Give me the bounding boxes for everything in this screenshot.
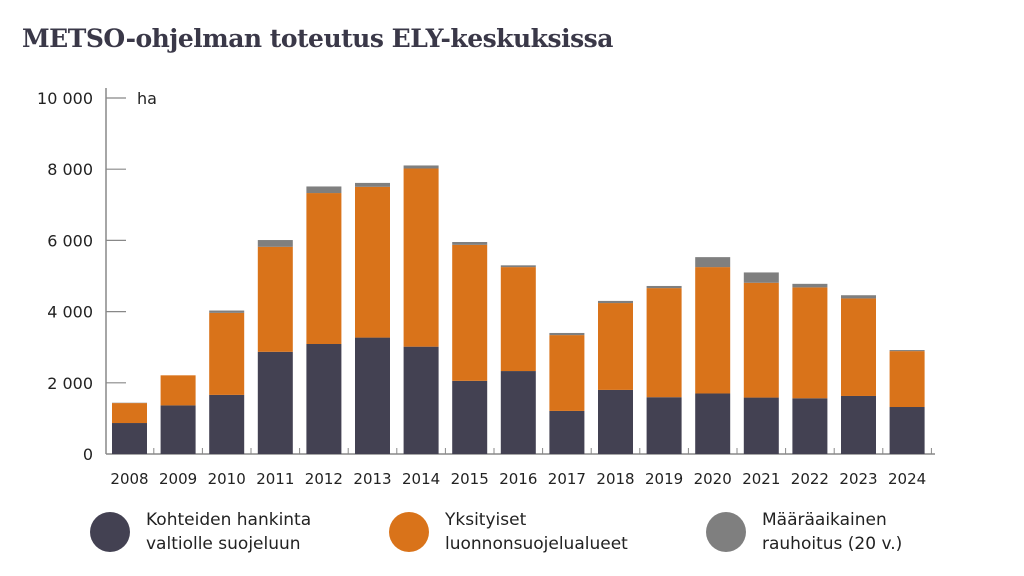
legend-swatch [706,512,746,552]
bar-segment-2013-s2 [355,182,390,187]
x-tick-label: 2023 [839,470,877,488]
bar-segment-2021-s0 [743,397,779,454]
legend-label: Määräaikainen [762,510,887,530]
bar-segment-2024-s1 [889,351,925,408]
bar-segment-2011-s0 [257,351,293,454]
bar-segment-2013-s1 [355,186,390,338]
x-tick-label: 2018 [596,470,634,488]
bar-segment-2024-s0 [889,407,925,454]
bar-segment-2009-s1 [160,375,196,406]
bar-segment-2016-s1 [500,267,536,372]
x-tick-label: 2024 [888,470,926,488]
bar-segment-2015-s0 [452,380,488,454]
y-tick-label: 6 000 [47,231,93,250]
bar-segment-2017-s2 [549,332,585,336]
bar-segment-2008-s1 [112,403,147,424]
legend-label: Yksityiset [445,510,527,530]
y-tick-label: 4 000 [47,303,93,322]
bar-segment-2010-s0 [209,394,245,454]
legend-label: luonnonsuojelualueet [445,534,628,554]
legend-label: rauhoitus (20 v.) [762,534,903,554]
bar-segment-2021-s1 [743,282,779,398]
x-tick-label: 2022 [791,470,829,488]
x-tick-label: 2017 [548,470,586,488]
y-tick-label: 0 [83,445,93,464]
bar-segment-2019-s2 [646,285,682,289]
bar-segment-2023-s0 [841,395,876,454]
bar-segment-2011-s1 [257,246,293,352]
x-tick-label: 2014 [402,470,440,488]
bar-segment-2024-s2 [889,350,925,352]
x-tick-label: 2015 [451,470,489,488]
bar-segment-2019-s1 [646,288,682,398]
bar-segment-2016-s2 [500,265,536,268]
x-tick-label: 2013 [353,470,391,488]
x-tick-label: 2011 [256,470,294,488]
bar-segment-2022-s2 [792,283,828,288]
y-tick-label: 10 000 [37,89,93,108]
bar-segment-2018-s0 [598,389,633,454]
x-tick-label: 2019 [645,470,683,488]
bar-segment-2014-s0 [403,346,439,454]
bar-segment-2021-s2 [743,272,779,283]
bar-segment-2015-s1 [452,244,488,381]
x-tick-label: 2020 [694,470,732,488]
bar-segment-2009-s0 [160,405,196,454]
bar-segment-2016-s0 [500,371,536,454]
legend-label: Kohteiden hankinta [146,510,312,530]
bar-segment-2019-s0 [646,397,682,454]
legend-label: valtiolle suojeluun [146,534,301,554]
bar-segment-2008-s0 [112,423,147,454]
bar-segment-2014-s2 [403,165,439,169]
bar-segment-2020-s1 [695,267,731,394]
x-tick-label: 2008 [110,470,148,488]
bar-segment-2012-s1 [306,193,342,344]
x-tick-label: 2016 [499,470,537,488]
bar-segment-2018-s2 [598,300,633,304]
y-tick-label: 2 000 [47,374,93,393]
bar-segment-2018-s1 [598,303,633,390]
bar-segment-2022-s0 [792,398,828,454]
bar-segment-2022-s1 [792,287,828,399]
bar-segment-2010-s2 [209,310,245,313]
bar-segment-2015-s2 [452,242,488,245]
x-tick-label: 2012 [305,470,343,488]
bar-segment-2023-s2 [841,295,876,299]
bar-segment-2023-s1 [841,298,876,396]
legend-item-hankinta: Kohteiden hankinta valtiolle suojeluun [90,508,311,556]
chart-title: METSO-ohjelman toteutus ELY-keskuksissa [22,24,613,53]
x-tick-label: 2009 [159,470,197,488]
legend-swatch [389,512,429,552]
bar-segment-2012-s0 [306,343,342,454]
y-tick-label: 8 000 [47,160,93,179]
bar-segment-2020-s0 [695,393,731,454]
bar-segment-2020-s2 [695,257,731,268]
bar-segment-2014-s1 [403,168,439,347]
bar-segment-2017-s1 [549,335,585,411]
bar-segment-2017-s0 [549,410,585,454]
x-tick-label: 2021 [742,470,780,488]
bar-segment-2011-s2 [257,240,293,247]
legend-item-maaraaikainen: Määräaikainen rauhoitus (20 v.) [706,508,902,556]
legend-item-yksityiset: Yksityiset luonnonsuojelualueet [389,508,628,556]
x-tick-label: 2010 [208,470,246,488]
bar-segment-2010-s1 [209,312,245,395]
bar-segment-2013-s0 [355,337,390,454]
y-axis-label: ha [137,89,157,108]
legend-swatch [90,512,130,552]
bar-segment-2012-s2 [306,186,342,194]
